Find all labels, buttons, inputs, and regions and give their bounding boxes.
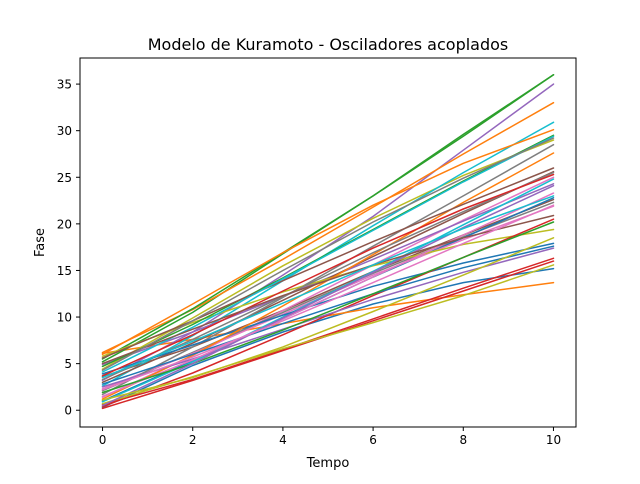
series-line-32 [101, 128, 555, 356]
series-line-26 [101, 167, 555, 359]
y-tick-label: 5 [64, 357, 72, 371]
series-line-13 [101, 74, 555, 360]
x-tick-label: 2 [189, 433, 197, 447]
series-line-35 [101, 184, 555, 407]
x-tick-label: 0 [99, 433, 107, 447]
plot-frame [79, 57, 577, 428]
x-axis: 0 2 4 6 8 10 [99, 427, 561, 447]
series-line-36 [101, 214, 555, 365]
x-axis-label: Tempo [306, 456, 350, 471]
series-line-1 [101, 267, 555, 409]
series-line-28 [101, 171, 555, 381]
x-tick-label: 8 [459, 433, 467, 447]
series-line-31 [101, 245, 555, 385]
series-line-14 [101, 257, 555, 406]
series-line-37 [101, 204, 555, 391]
y-axis-label: Fase [33, 228, 48, 257]
x-tick-label: 10 [546, 433, 561, 447]
series-line-39 [101, 237, 555, 401]
series-line-18 [101, 143, 555, 396]
y-tick-label: 10 [57, 311, 72, 325]
chart-title: Modelo de Kuramoto - Osciladores acoplad… [148, 35, 509, 54]
series-line-6 [101, 198, 555, 378]
series-lines [101, 74, 555, 410]
series-line-23 [101, 134, 555, 368]
y-tick-label: 30 [57, 124, 72, 138]
series-line-33 [101, 221, 555, 394]
series-line-27 [101, 192, 555, 398]
y-tick-label: 35 [57, 78, 72, 92]
series-line-38 [101, 137, 555, 371]
x-tick-label: 6 [369, 433, 377, 447]
series-line-40 [101, 195, 555, 379]
series-line-34 [101, 173, 555, 377]
y-tick-label: 0 [64, 404, 72, 418]
y-tick-label: 25 [57, 171, 72, 185]
y-tick-label: 15 [57, 264, 72, 278]
x-tick-label: 4 [279, 433, 287, 447]
y-axis: 0 5 10 15 20 25 30 35 [57, 78, 80, 418]
series-line-21 [101, 242, 555, 375]
y-tick-label: 20 [57, 217, 72, 231]
